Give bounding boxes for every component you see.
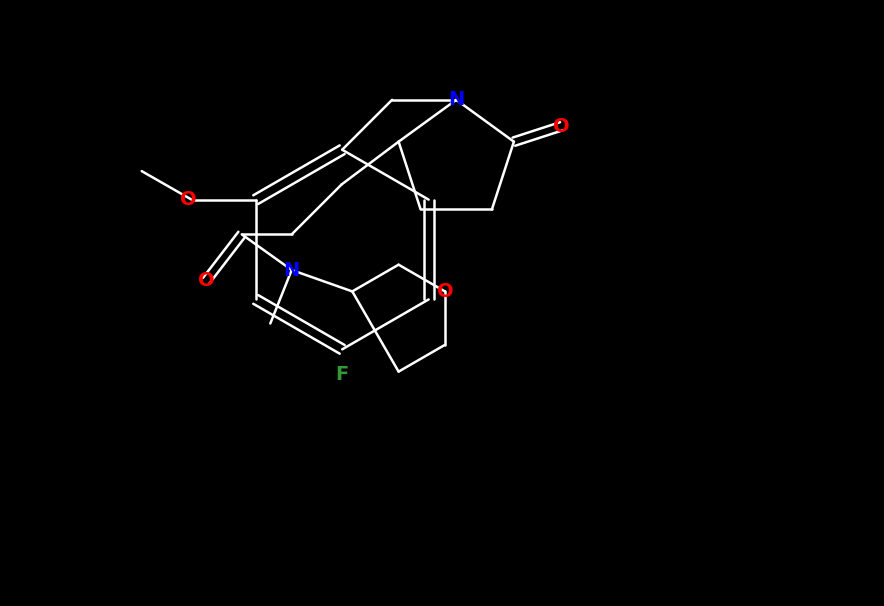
- Text: O: O: [179, 190, 196, 209]
- Text: N: N: [284, 261, 300, 279]
- Text: O: O: [553, 117, 569, 136]
- Text: O: O: [437, 282, 453, 301]
- Text: O: O: [198, 271, 215, 290]
- Text: N: N: [448, 90, 464, 109]
- Text: F: F: [336, 365, 349, 384]
